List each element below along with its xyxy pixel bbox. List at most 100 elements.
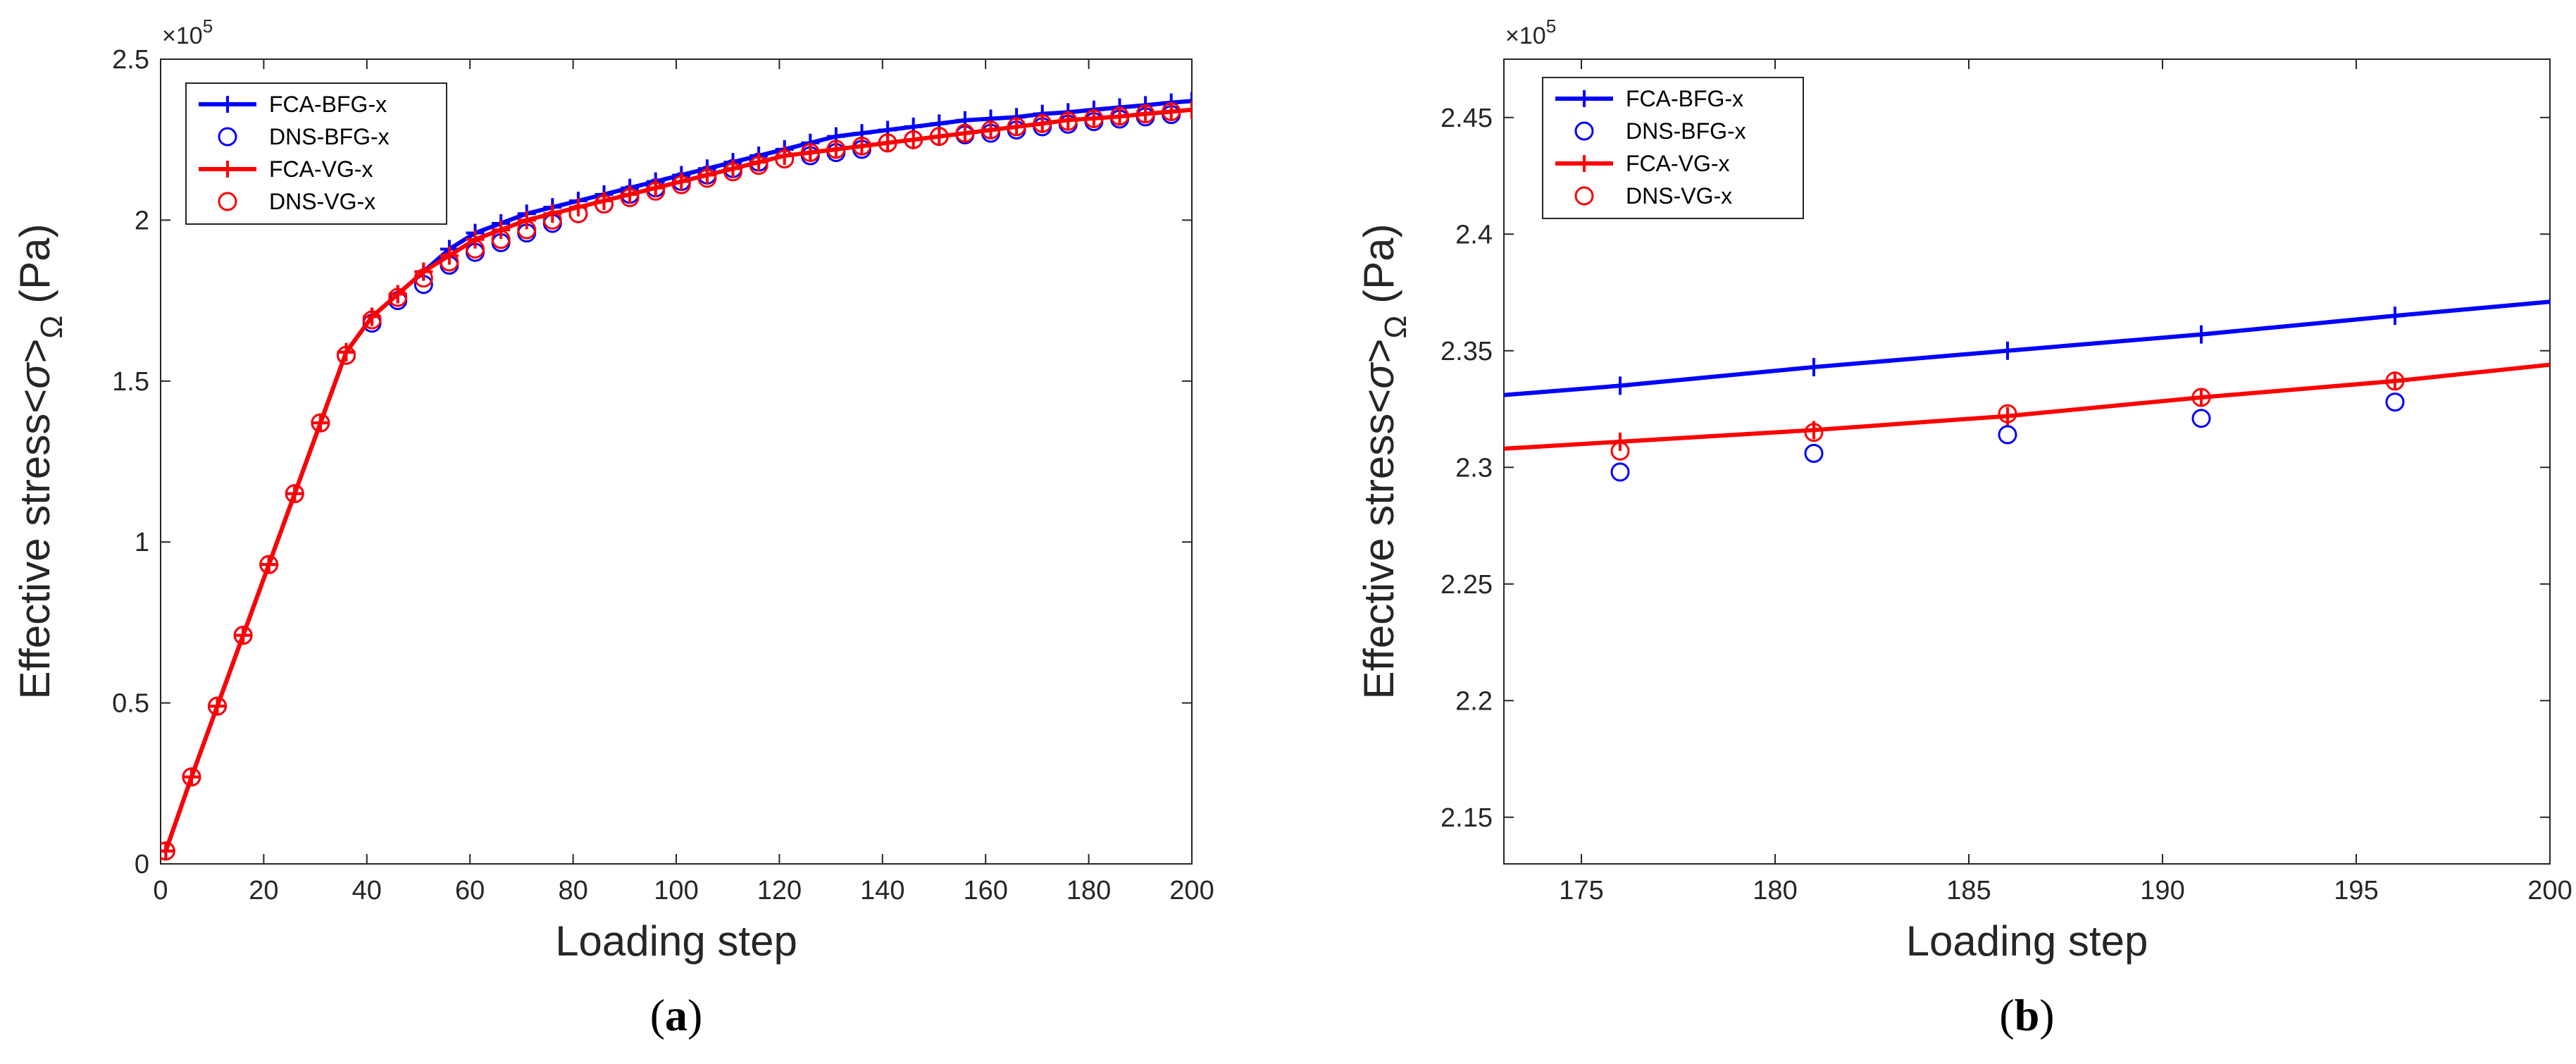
- y-tick-label: 2.3: [1455, 453, 1493, 483]
- data-point-plus: [826, 140, 845, 159]
- data-point-circle: [904, 130, 923, 149]
- data-point-plus: [1084, 109, 1103, 128]
- data-point-circle: [929, 127, 949, 147]
- y-label-main: Effective stress<: [1355, 389, 1402, 700]
- y-label-unit: (Pa): [1355, 224, 1402, 316]
- y-tick-label: 0: [135, 850, 149, 879]
- data-point-circle: [1110, 106, 1130, 126]
- data-point-circle: [233, 626, 253, 645]
- legend-label: FCA-VG-x: [1626, 151, 1730, 176]
- y-label-sigma: σ: [11, 361, 58, 389]
- data-point-circle: [620, 187, 640, 207]
- y-label-unit: (Pa): [11, 224, 58, 316]
- y-tick-label: 2.35: [1441, 337, 1493, 366]
- y-axis-exponent: ×105: [1505, 16, 1556, 49]
- data-point-plus: [904, 130, 923, 149]
- x-tick-label: 60: [455, 876, 485, 905]
- data-point-plus: [852, 137, 871, 156]
- data-point-circle: [413, 268, 433, 288]
- series-layer: [1504, 299, 2550, 482]
- legend-label: FCA-VG-x: [269, 156, 373, 182]
- y-tick-label: 2.5: [112, 45, 149, 75]
- panel-a-chart: 0 20 40 60 80 100 120 140 160 180 200 0 0.5 1 1.5 2 2.5 ×…: [11, 16, 1214, 1040]
- x-tick-label: 0: [153, 876, 168, 905]
- y-tick-label: 2.25: [1441, 570, 1493, 600]
- data-point-plus: [981, 120, 1000, 140]
- data-point-plus: [1998, 341, 2017, 360]
- data-point-plus: [1136, 104, 1155, 123]
- x-tick-label: 185: [1946, 876, 1991, 905]
- legend-label: DNS-BFG-x: [269, 124, 390, 149]
- data-point-circle: [1610, 441, 1630, 461]
- data-point-circle: [723, 162, 743, 182]
- panel-caption: (a): [650, 990, 703, 1040]
- y-tick-label: 2.4: [1455, 220, 1493, 249]
- x-axis-label: Loading step: [1906, 917, 2148, 965]
- series-dns-vg-x: [1610, 371, 2405, 461]
- data-point-circle: [749, 156, 769, 175]
- x-tick-label: 180: [1753, 876, 1797, 905]
- x-tick-label: 160: [963, 876, 1007, 905]
- y-axis-exponent: ×105: [162, 16, 213, 49]
- data-point-plus: [466, 230, 485, 249]
- data-point-circle: [1135, 104, 1155, 124]
- x-tick-label: 190: [2140, 876, 2184, 905]
- data-point-circle: [259, 555, 279, 574]
- data-point-circle: [1998, 404, 2017, 423]
- data-point-circle: [1033, 113, 1052, 133]
- y-label-omega: Ω: [35, 316, 69, 339]
- exponent-base: ×10: [1505, 23, 1546, 49]
- y-tick-label: 2.2: [1455, 686, 1493, 716]
- data-point-circle: [440, 252, 459, 272]
- data-point-plus: [2192, 388, 2210, 407]
- legend-label: DNS-VG-x: [269, 189, 375, 214]
- data-point-circle: [2385, 392, 2405, 412]
- legend-label: FCA-BFG-x: [269, 92, 387, 117]
- data-point-circle: [1610, 462, 1630, 482]
- y-tick-label: 2.15: [1441, 803, 1493, 833]
- data-point-circle: [466, 240, 485, 259]
- panel-b-chart: 175 180 185 190 195 200 2.15 2.2 2.25 2.3 2.35 2.4 2…: [1355, 16, 2572, 1040]
- caption-letter: a: [665, 990, 687, 1040]
- legend-plus-marker: [1576, 90, 1593, 107]
- exponent-power: 5: [1546, 16, 1556, 37]
- y-label-sigma: σ: [1355, 361, 1402, 389]
- data-point-plus: [801, 143, 820, 162]
- data-point-plus: [1033, 114, 1052, 133]
- data-point-plus: [2386, 371, 2404, 390]
- x-tick-label: 80: [558, 876, 587, 905]
- caption-letter: b: [2015, 990, 2040, 1040]
- data-point-plus: [1183, 100, 1192, 119]
- data-point-circle: [852, 136, 872, 156]
- data-point-circle: [285, 484, 304, 504]
- x-tick-label: 100: [654, 876, 698, 905]
- data-point-plus: [930, 127, 949, 146]
- data-point-circle: [311, 413, 330, 433]
- x-tick-label: 20: [249, 876, 278, 905]
- data-point-plus: [1110, 107, 1129, 126]
- y-label-main: Effective stress<: [11, 389, 58, 700]
- caption-close: ): [687, 990, 702, 1040]
- data-point-circle: [2191, 388, 2211, 407]
- legend-label: FCA-BFG-x: [1626, 86, 1743, 111]
- data-point-circle: [981, 120, 1001, 140]
- data-point-circle: [491, 230, 511, 249]
- exponent-power: 5: [203, 16, 213, 37]
- y-label-close: >: [11, 338, 58, 363]
- y-axis-label: Effective stress<σ>Ω (Pa): [1355, 224, 1413, 700]
- y-tick-label: 2.45: [1441, 104, 1493, 133]
- data-point-circle: [697, 168, 717, 188]
- legend-circle-marker: [1574, 121, 1594, 141]
- data-point-circle: [878, 133, 897, 153]
- legend-circle-marker: [218, 192, 237, 211]
- data-point-circle: [646, 181, 666, 201]
- data-point-plus: [878, 133, 897, 152]
- data-point-plus: [1162, 102, 1181, 121]
- y-tick-label: 0.5: [112, 689, 149, 719]
- exponent-base: ×10: [162, 23, 203, 49]
- legend-plus-marker: [1576, 155, 1593, 172]
- legend: FCA-BFG-x DNS-BFG-x FCA-VG-x DNS-VG-x: [1542, 77, 1804, 219]
- y-tick-label: 1: [135, 528, 149, 557]
- data-point-plus: [1805, 357, 1823, 376]
